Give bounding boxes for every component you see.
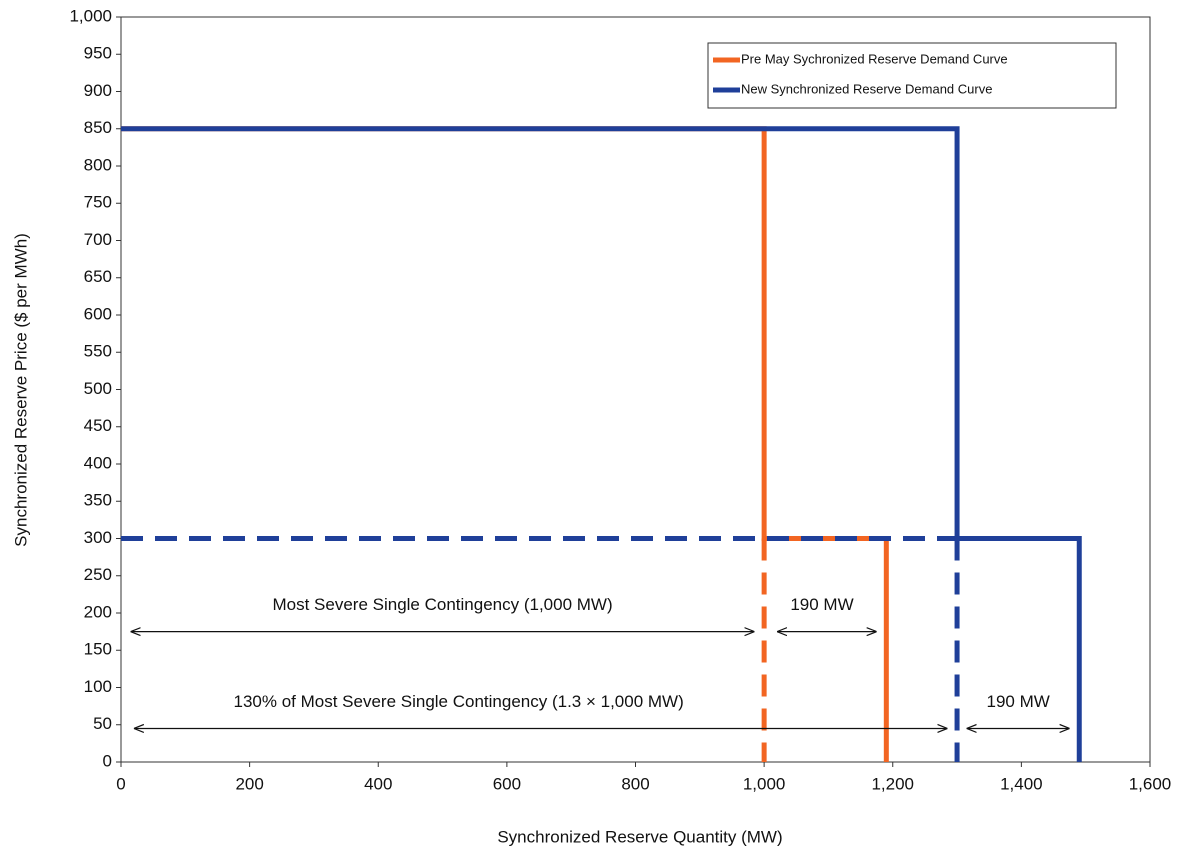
y-tick-label: 150 [84, 640, 112, 659]
x-tick-label: 1,600 [1129, 774, 1172, 793]
y-axis-title: Synchronized Reserve Price ($ per MWh) [11, 233, 30, 547]
legend-label: Pre May Sychronized Reserve Demand Curve [741, 51, 1008, 66]
y-tick-label: 500 [84, 379, 112, 398]
x-tick-label: 800 [621, 774, 649, 793]
y-tick-label: 950 [84, 44, 112, 63]
legend-box [707, 42, 1117, 109]
series-line [121, 126, 1082, 762]
x-tick-label: 0 [116, 774, 125, 793]
y-tick-label: 650 [84, 267, 112, 286]
y-tick-label: 400 [84, 453, 112, 472]
y-tick-label: 800 [84, 155, 112, 174]
y-tick-label: 450 [84, 416, 112, 435]
series-line [121, 126, 889, 762]
y-tick-label: 900 [84, 81, 112, 100]
y-tick-label: 100 [84, 677, 112, 696]
y-tick-label: 700 [84, 230, 112, 249]
annotation-label: 190 MW [790, 595, 853, 614]
annotation-label: 190 MW [987, 692, 1050, 711]
y-tick-label: 350 [84, 491, 112, 510]
annotation-label: 130% of Most Severe Single Contingency (… [234, 692, 684, 711]
x-tick-label: 400 [364, 774, 392, 793]
y-tick-label: 200 [84, 602, 112, 621]
y-tick-label: 50 [93, 714, 112, 733]
y-tick-label: 0 [103, 751, 112, 770]
x-tick-label: 1,400 [1000, 774, 1043, 793]
y-tick-label: 1,000 [69, 6, 112, 25]
x-axis-title: Synchronized Reserve Quantity (MW) [497, 827, 782, 846]
annotation-label: Most Severe Single Contingency (1,000 MW… [272, 595, 612, 614]
y-tick-label: 250 [84, 565, 112, 584]
legend-label: New Synchronized Reserve Demand Curve [741, 81, 992, 96]
y-tick-label: 750 [84, 193, 112, 212]
x-tick-label: 200 [235, 774, 263, 793]
x-tick-label: 1,200 [871, 774, 914, 793]
y-tick-label: 600 [84, 304, 112, 323]
y-tick-label: 300 [84, 528, 112, 547]
x-tick-label: 1,000 [743, 774, 786, 793]
x-tick-label: 600 [493, 774, 521, 793]
y-tick-label: 550 [84, 342, 112, 361]
legend: Pre May Sychronized Reserve Demand Curve… [707, 42, 1117, 109]
y-tick-label: 850 [84, 118, 112, 137]
